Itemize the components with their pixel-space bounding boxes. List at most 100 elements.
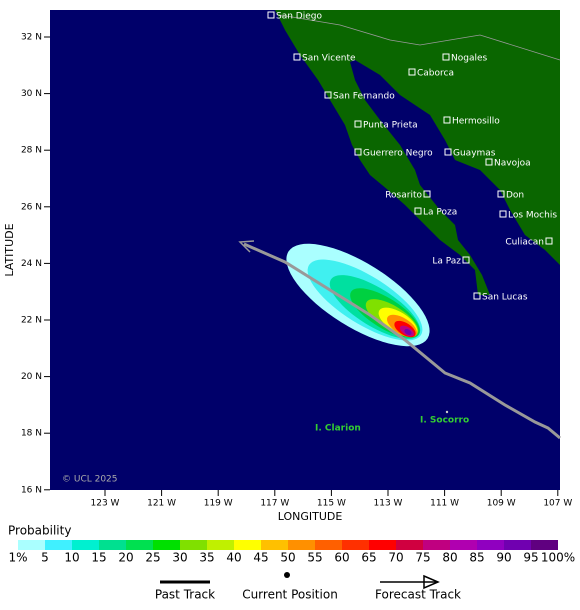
- city-marker: [443, 116, 451, 124]
- city-label: Los Mochis: [508, 211, 557, 221]
- credit: © UCL 2025: [62, 475, 118, 485]
- legend-swatch: [315, 540, 342, 550]
- legend-swatch: [18, 540, 45, 550]
- city-label: Navojoa: [494, 159, 531, 169]
- legend-label: 90: [496, 551, 511, 565]
- city-marker: [442, 53, 450, 61]
- city-label: Rosarito: [385, 191, 422, 201]
- city-label: San Diego: [276, 12, 322, 22]
- island-label: I. Clarion: [315, 424, 361, 434]
- legend-swatch: [261, 540, 288, 550]
- city-label: San Fernando: [333, 92, 395, 102]
- legend-swatch: [477, 540, 504, 550]
- legend-swatch: [99, 540, 126, 550]
- legend-label: 45: [253, 551, 268, 565]
- lon-tick-label: 109 W: [487, 499, 516, 509]
- lat-tick-label: 20 N: [21, 372, 42, 382]
- forecast-track: [243, 242, 561, 440]
- lat-tick-label: 22 N: [21, 316, 42, 326]
- city-marker: [408, 68, 416, 76]
- legend-swatch: [234, 540, 261, 550]
- city-label: Guaymas: [453, 149, 496, 159]
- legend-item: Current Position: [242, 588, 338, 602]
- city-marker: [499, 210, 507, 218]
- legend-swatch: [369, 540, 396, 550]
- legend-swatch: [342, 540, 369, 550]
- legend-swatch: [45, 540, 72, 550]
- lon-tick-label: 107 W: [543, 499, 572, 509]
- legend-label: 60: [334, 551, 349, 565]
- legend-swatch: [153, 540, 180, 550]
- island-label: I. Socorro: [420, 416, 469, 426]
- city-marker: [473, 292, 481, 300]
- lon-tick-label: 113 W: [374, 499, 403, 509]
- lat-tick-label: 28 N: [21, 146, 42, 156]
- legend-swatch: [126, 540, 153, 550]
- legend-label: 55: [307, 551, 322, 565]
- track-arrow: [238, 240, 255, 253]
- legend-label: 15: [91, 551, 106, 565]
- y-axis-label: LATITUDE: [3, 223, 16, 276]
- legend-label: 40: [226, 551, 241, 565]
- city-label: Guerrero Negro: [363, 149, 433, 159]
- city-marker: [354, 148, 362, 156]
- legend-label: 1%: [8, 551, 27, 565]
- city-marker: [293, 53, 301, 61]
- legend-swatch: [504, 540, 531, 550]
- city-label: Culiacan: [505, 238, 544, 248]
- legend-label: 95: [523, 551, 538, 565]
- lon-tick-label: 123 W: [91, 499, 120, 509]
- legend-label: 30: [172, 551, 187, 565]
- lat-tick-label: 16 N: [21, 485, 42, 495]
- legend-label: 80: [442, 551, 457, 565]
- legend-swatch: [450, 540, 477, 550]
- legend-label: 25: [145, 551, 160, 565]
- lat-tick-label: 26 N: [21, 202, 42, 212]
- city-marker: [444, 148, 452, 156]
- city-marker: [485, 158, 493, 166]
- lat-tick-label: 24 N: [21, 259, 42, 269]
- lat-tick-label: 30 N: [21, 89, 42, 99]
- legend-swatch: [531, 540, 558, 550]
- legend-label: 75: [415, 551, 430, 565]
- lon-tick-label: 115 W: [317, 499, 346, 509]
- city-marker: [267, 11, 275, 19]
- border: [279, 14, 561, 61]
- lat-tick-label: 18 N: [21, 429, 42, 439]
- city-marker: [497, 190, 505, 198]
- city-marker: [462, 256, 470, 264]
- legend-swatch: [180, 540, 207, 550]
- city-marker: [354, 120, 362, 128]
- lon-tick-label: 117 W: [260, 499, 289, 509]
- x-axis-label: LONGITUDE: [278, 510, 343, 523]
- city-label: Hermosillo: [452, 117, 500, 127]
- city-marker: [324, 91, 332, 99]
- city-label: Caborca: [417, 69, 454, 79]
- lon-tick-label: 119 W: [204, 499, 233, 509]
- legend-swatch: [396, 540, 423, 550]
- legend-label: 85: [469, 551, 484, 565]
- city-label: La Paz: [432, 257, 461, 267]
- city-marker: [545, 237, 553, 245]
- city-label: San Lucas: [482, 293, 528, 303]
- legend-label: 65: [361, 551, 376, 565]
- lon-tick-label: 111 W: [430, 499, 459, 509]
- legend-item: Past Track: [155, 588, 215, 602]
- arrow-head: [423, 574, 440, 590]
- lat-tick-label: 32 N: [21, 33, 42, 43]
- legend-swatch: [207, 540, 234, 550]
- city-marker: [423, 190, 431, 198]
- legend-swatch: [72, 540, 99, 550]
- legend-item: Forecast Track: [375, 588, 461, 602]
- city-marker: [414, 207, 422, 215]
- legend-label: 50: [280, 551, 295, 565]
- city-label: San Vicente: [302, 54, 356, 64]
- city-label: La Poza: [423, 208, 457, 218]
- lon-tick-label: 121 W: [147, 499, 176, 509]
- legend-title: Probability: [8, 524, 71, 538]
- legend-label: 10: [64, 551, 79, 565]
- city-label: Don: [506, 191, 524, 201]
- current-position-sample: [284, 572, 290, 578]
- legend-label: 5: [41, 551, 49, 565]
